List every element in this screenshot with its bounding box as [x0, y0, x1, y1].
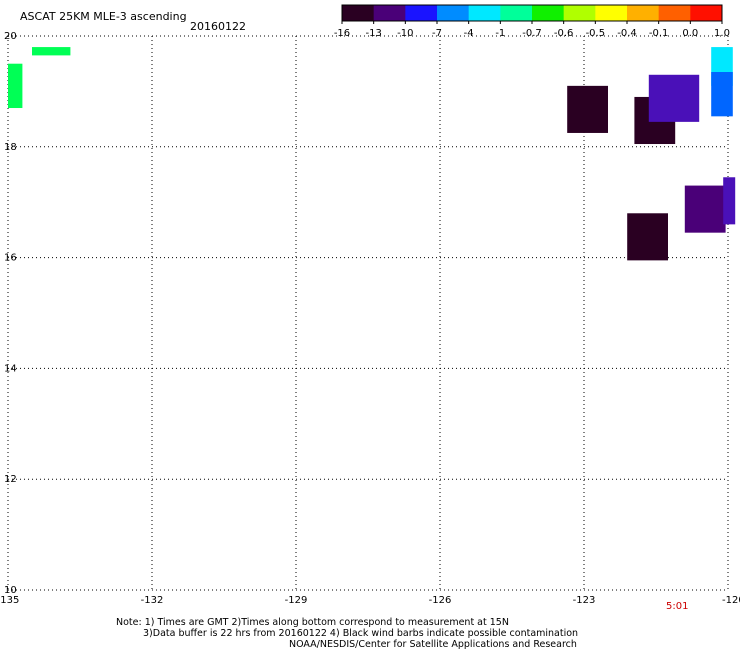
- longitude-label: -132: [141, 595, 164, 606]
- colorbar-swatches: [342, 5, 723, 21]
- longitude-tick-labels: -135 -132 -129 -126 -123 -120: [0, 595, 740, 606]
- colorbar-swatch: [342, 5, 375, 21]
- colorbar-legend: -16 -13 -10 -7 -4 -1 -0.7 -0.6 -0.5 -0.4 -0.1 0.0 1.…: [334, 4, 730, 39]
- latitude-label: 20: [4, 31, 17, 42]
- longitude-label: -120: [722, 595, 740, 606]
- longitude-label: -126: [429, 595, 452, 606]
- colorbar-label: -7: [432, 28, 442, 39]
- colorbar-label: -13: [365, 28, 381, 39]
- colorbar-swatch: [627, 5, 660, 21]
- latitude-tick-labels: 20 18 16 14 12 10: [4, 31, 17, 596]
- colorbar-labels: -16 -13 -10 -7 -4 -1 -0.7 -0.6 -0.5 -0.4 -0.1 0.0 1.…: [334, 21, 730, 39]
- credit-line: NOAA/NESDIS/Center for Satellite Applica…: [289, 639, 577, 650]
- colorbar-label: 0.0: [682, 28, 698, 39]
- wind-cell: [711, 72, 733, 117]
- colorbar-label: -0.5: [586, 28, 606, 39]
- colorbar-swatch: [690, 5, 723, 21]
- colorbar-swatch: [437, 5, 470, 21]
- colorbar-label: -0.1: [649, 28, 669, 39]
- wind-cell: [567, 85, 608, 133]
- wind-cell: [684, 185, 726, 233]
- colorbar-swatch: [500, 5, 533, 21]
- colorbar-swatch: [532, 5, 565, 21]
- longitude-label: -135: [0, 595, 19, 606]
- colorbar-label: -4: [464, 28, 474, 39]
- colorbar-label: -0.6: [554, 28, 574, 39]
- longitude-label: -129: [285, 595, 308, 606]
- colorbar-label: -0.7: [522, 28, 542, 39]
- latitude-label: 18: [4, 142, 17, 153]
- longitude-label: -123: [573, 595, 596, 606]
- colorbar-swatch: [595, 5, 628, 21]
- wind-cell: [723, 177, 736, 225]
- product-title: ASCAT 25KM MLE-3 ascending: [20, 10, 187, 23]
- note-line-2: 3)Data buffer is 22 hrs from 20160122 4)…: [143, 628, 578, 639]
- wind-data-cells: [8, 47, 736, 261]
- colorbar-label: -1: [495, 28, 505, 39]
- wind-cell: [32, 47, 71, 56]
- wind-cell: [627, 213, 668, 261]
- colorbar-label: -10: [397, 28, 413, 39]
- colorbar-swatch: [468, 5, 501, 21]
- wind-cell: [8, 63, 23, 109]
- colorbar-swatch: [373, 5, 406, 21]
- pass-time-label: 5:01: [666, 601, 688, 612]
- latitude-label: 14: [4, 363, 17, 374]
- note-line-1: Note: 1) Times are GMT 2)Times along bot…: [116, 617, 509, 628]
- latitude-label: 16: [4, 253, 17, 264]
- map-gridlines: [7, 35, 729, 591]
- colorbar-swatch: [405, 5, 438, 21]
- colorbar-label: 1.0: [714, 28, 730, 39]
- date-label: 20160122: [190, 20, 246, 33]
- colorbar-label: -0.4: [617, 28, 637, 39]
- colorbar-label: -16: [334, 28, 350, 39]
- colorbar-swatch: [563, 5, 596, 21]
- colorbar-swatch: [658, 5, 691, 21]
- latitude-label: 12: [4, 474, 17, 485]
- latitude-label: 10: [4, 585, 17, 596]
- map-plot-area: 20 18 16 14 12 10 -135 -132 -129 -126 -123 -120: [0, 31, 740, 606]
- wind-cell: [648, 74, 700, 122]
